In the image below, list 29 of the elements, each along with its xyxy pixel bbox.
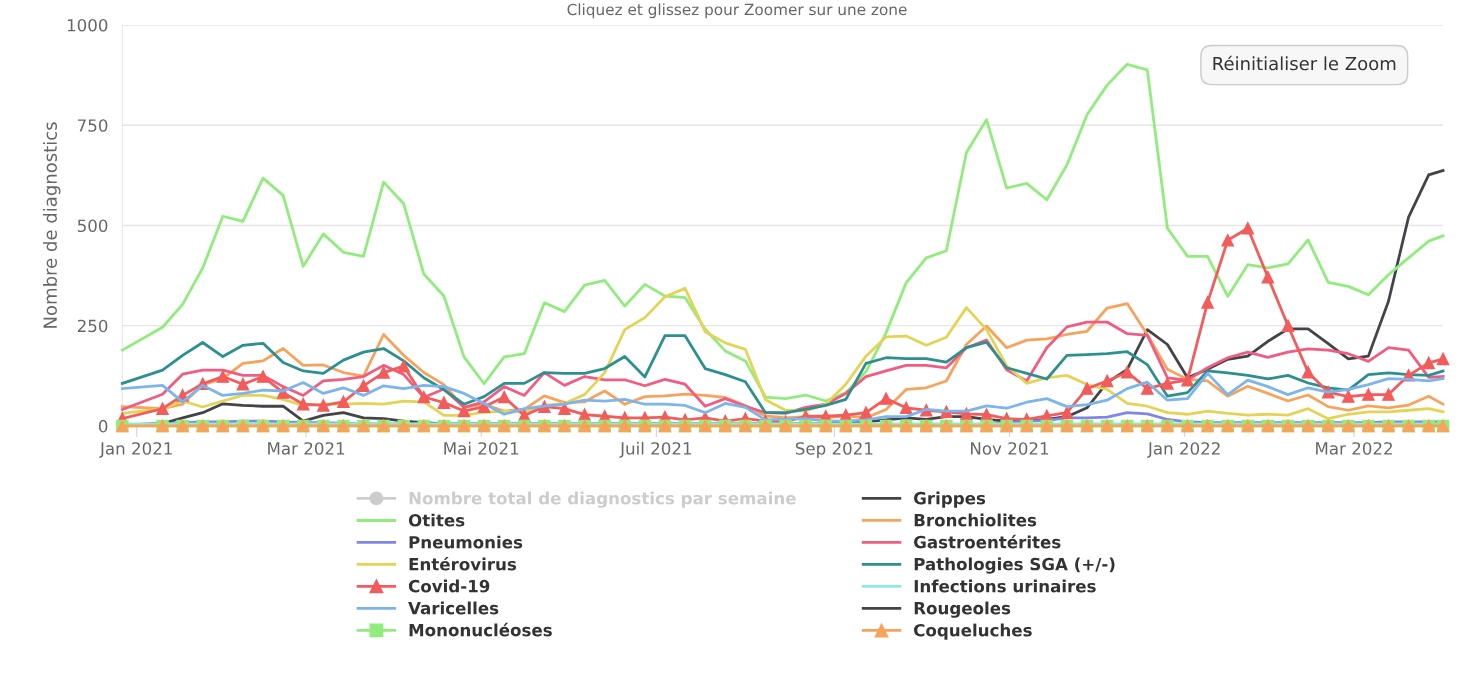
legend-label: Pathologies SGA (+/-): [914, 557, 1115, 574]
legend-label: Bronchiolites: [914, 513, 1037, 527]
x-tick-label: Mar 2022: [1316, 442, 1392, 455]
legend-label: Grippes: [914, 491, 986, 508]
y-tick-label: 0: [98, 419, 108, 433]
x-tick-label: Sep 2021: [795, 442, 873, 458]
y-tick-label: 250: [77, 319, 108, 333]
x-tick-label: Juil 2021: [619, 441, 692, 458]
y-axis-title: Nombre de diagnostics: [43, 122, 61, 328]
x-tick-label: Nov 2021: [971, 442, 1049, 455]
legend-label: Gastroentérites: [914, 534, 1061, 549]
x-tick-label: Mai 2021: [444, 441, 519, 455]
legend-label: Entérovirus: [409, 556, 517, 571]
chart-subtitle: Cliquez et glissez pour Zoomer sur une zone: [567, 3, 907, 19]
legend-label: Rougeoles: [914, 601, 1011, 618]
legend-label: Otites: [408, 513, 465, 527]
x-tick-label: Mar 2021: [268, 442, 345, 455]
legend-label: Covid-19: [408, 579, 490, 593]
legend-label: Coqueluches: [914, 623, 1032, 640]
legend-label: Varicelles: [408, 601, 499, 615]
legend-label: Infections urinaires: [914, 579, 1096, 593]
y-tick-label: 750: [78, 119, 108, 132]
legend-label: Mononucléoses: [409, 622, 552, 637]
y-tick-label: 500: [77, 219, 108, 233]
y-tick-label: 1000: [67, 18, 108, 32]
annotation: Réinitialiser le Zoom: [1213, 55, 1396, 71]
x-tick-label: Jan 2021: [99, 442, 172, 458]
legend-label: Pneumonies: [409, 535, 523, 549]
x-tick-label: Jan 2022: [1147, 442, 1220, 458]
